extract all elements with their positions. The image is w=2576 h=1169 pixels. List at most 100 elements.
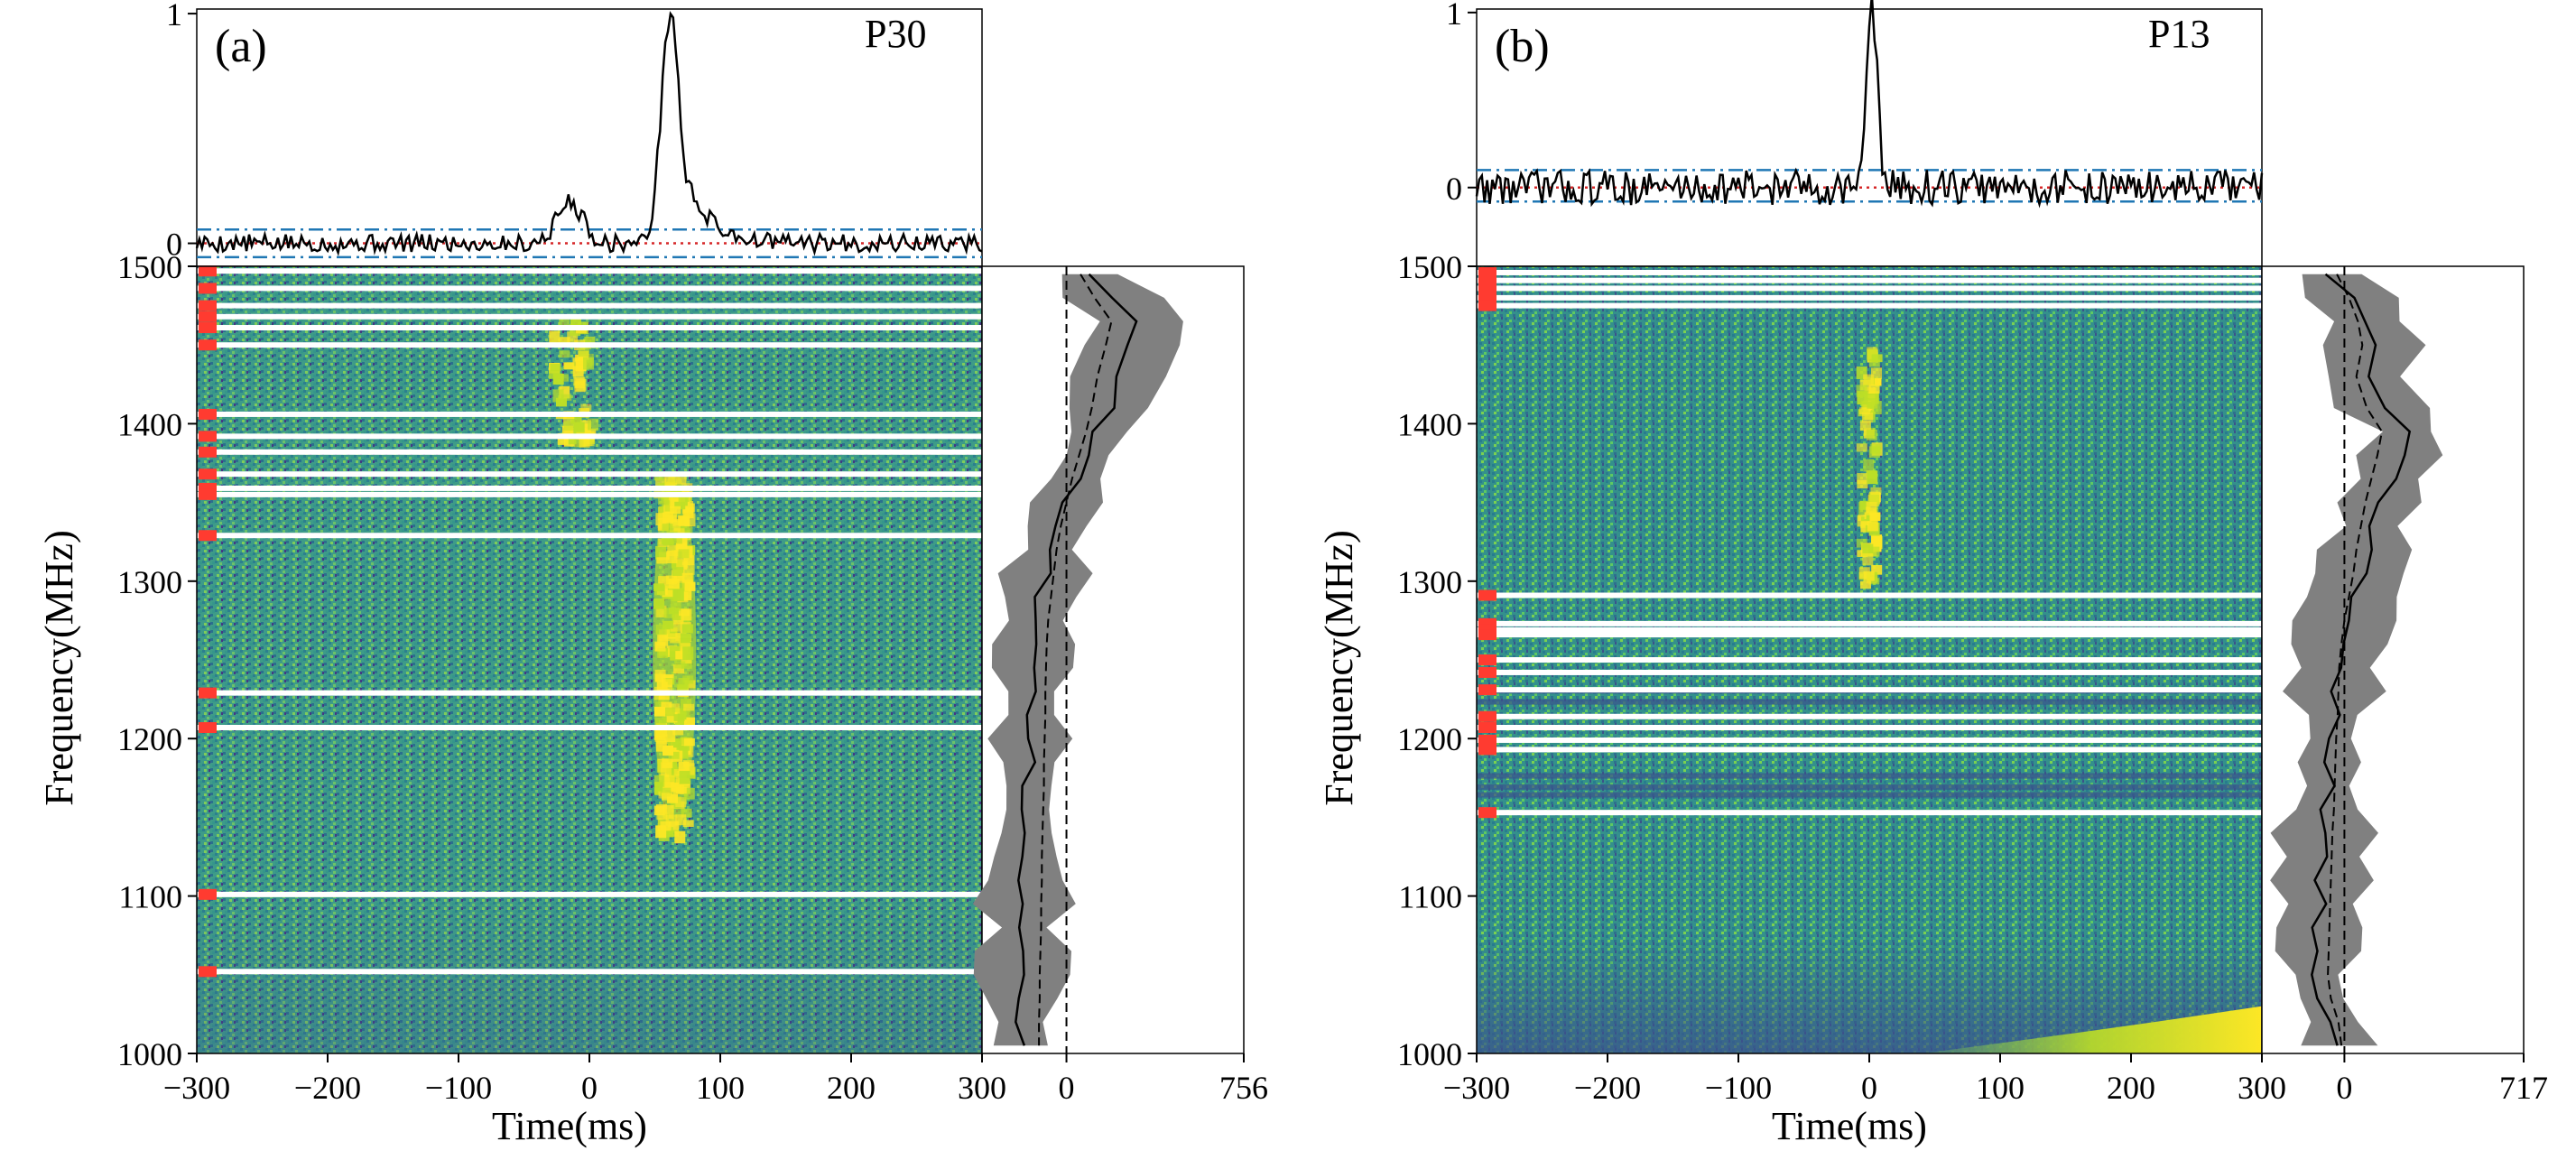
masked-channel-marker (1478, 744, 1496, 756)
dark-band (1477, 773, 2262, 779)
main-burst-pixel (1859, 500, 1871, 510)
main-burst-pixel (653, 787, 665, 795)
x-tick-label: −300 (1443, 1070, 1510, 1106)
panel-b-profile-line (1475, 0, 2264, 209)
main-burst-pixel (1863, 374, 1875, 385)
masked-channel (197, 325, 982, 331)
y-tick-label: 1300 (1397, 564, 1462, 600)
main-burst-pixel (681, 624, 693, 634)
main-burst-pixel (1864, 386, 1876, 394)
main-burst-pixel (655, 701, 667, 711)
masked-channel (197, 411, 982, 417)
precursor-pixel (580, 404, 592, 412)
precursor-pixel (565, 437, 577, 445)
precursor-pixel (559, 337, 570, 344)
main-burst-pixel (667, 738, 679, 747)
main-burst-pixel (1863, 459, 1875, 472)
y-tick-label: 1500 (1397, 249, 1462, 285)
masked-channel (197, 471, 982, 478)
main-burst-pixel (672, 588, 684, 601)
x-tick-label: 0 (1861, 1070, 1877, 1106)
main-burst-pixel (667, 793, 679, 803)
profile-y-tick-label: 0 (1446, 171, 1462, 207)
panel-a-label: (a) (215, 21, 267, 72)
main-burst-pixel (681, 660, 692, 669)
spectrum-mean-line (2311, 273, 2412, 1046)
panel-a-profile-line (195, 11, 983, 256)
precursor-pixel (563, 362, 575, 370)
masked-channel-marker (1478, 654, 1496, 665)
precursor-pixel (573, 422, 585, 436)
panel-b: (b) P13 0 1 −300 −200 −100 0 100 200 300 1000 11… (1317, 0, 2548, 1148)
masked-channel-marker (1478, 734, 1496, 746)
masked-channel-marker (199, 322, 217, 334)
panel-b-pulse-name: P13 (2148, 12, 2210, 56)
main-burst-pixel (675, 651, 687, 660)
main-burst-pixel (655, 803, 667, 813)
masked-channel (1477, 277, 2262, 283)
main-burst-pixel (674, 661, 686, 669)
main-burst-pixel (671, 535, 682, 544)
main-burst-pixel (668, 578, 680, 589)
main-burst-pixel (674, 830, 686, 844)
masked-channel (197, 313, 982, 320)
masked-channel-marker (199, 888, 217, 900)
main-burst-pixel (1859, 421, 1871, 431)
main-burst-pixel (662, 524, 673, 532)
masked-channel (197, 342, 982, 348)
main-burst-pixel (1867, 470, 1878, 485)
masked-channel-marker (199, 966, 217, 978)
main-burst-pixel (664, 475, 676, 488)
masked-channel-marker (199, 300, 217, 311)
main-burst-pixel (672, 612, 683, 620)
masked-channel (1477, 737, 2262, 743)
main-burst-pixel (670, 782, 681, 792)
profile-y-tick-label: 0 (166, 227, 182, 263)
main-burst-pixel (653, 729, 665, 740)
masked-channel (197, 485, 982, 491)
masked-channel-marker (199, 431, 217, 442)
x-tick-label: 300 (958, 1070, 1006, 1106)
y-tick-label: 1500 (117, 249, 182, 285)
main-burst-pixel (682, 820, 694, 828)
main-burst-pixel (678, 678, 690, 689)
main-burst-pixel (1867, 398, 1878, 409)
main-burst-pixel (670, 623, 681, 632)
precursor-pixel (549, 370, 561, 379)
precursor-pixel (570, 319, 581, 327)
main-burst-pixel (1869, 512, 1881, 522)
masked-channel-marker (1478, 807, 1496, 819)
precursor-pixel (564, 427, 576, 435)
main-burst-pixel (663, 745, 674, 756)
main-burst-pixel (666, 711, 678, 723)
main-burst-pixel (1871, 564, 1883, 575)
main-burst-pixel (663, 608, 675, 618)
main-burst-pixel (669, 633, 681, 644)
precursor-pixel (579, 423, 591, 433)
main-burst-pixel (668, 830, 680, 837)
masked-channel-marker (1478, 629, 1496, 641)
profile-y-tick-label: 1 (166, 0, 182, 32)
precursor-pixel (550, 363, 561, 372)
masked-channel (1477, 747, 2262, 753)
masked-channel (197, 690, 982, 696)
profile-y-tick-label: 1 (1446, 0, 1462, 32)
x-tick-label: −200 (294, 1070, 361, 1106)
main-burst-pixel (678, 761, 690, 772)
y-tick-label: 1300 (117, 564, 182, 600)
masked-channel-marker (199, 408, 217, 420)
main-burst-pixel (682, 760, 694, 767)
main-burst-pixel (673, 664, 685, 674)
masked-channel-marker (199, 339, 217, 351)
main-burst-pixel (660, 821, 672, 831)
main-burst-pixel (656, 812, 668, 820)
main-burst-pixel (654, 717, 666, 728)
masked-channel-marker (199, 469, 217, 480)
main-burst-pixel (1857, 473, 1868, 485)
main-burst-pixel (677, 582, 689, 592)
main-burst-pixel (679, 770, 690, 784)
masked-channel-marker (1478, 684, 1496, 696)
masked-channel (1477, 669, 2262, 675)
main-burst-pixel (1866, 501, 1877, 515)
spectrum-spread (972, 274, 1183, 1046)
